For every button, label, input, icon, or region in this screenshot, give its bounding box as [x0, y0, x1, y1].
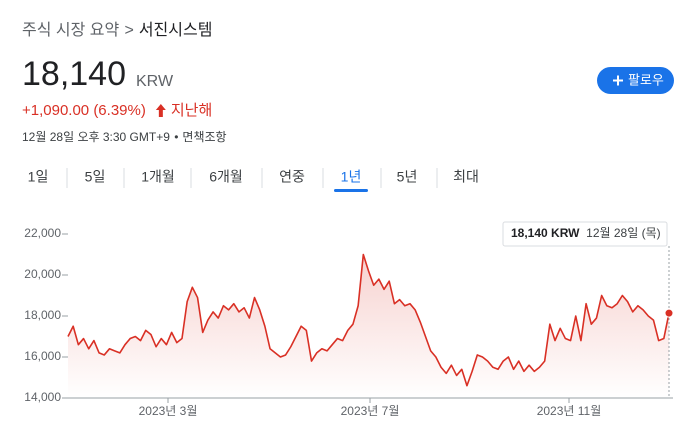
tab[interactable]: 6개월: [209, 169, 243, 185]
area: [68, 254, 669, 398]
x-tick-label: 2023년 7월: [341, 404, 400, 418]
period: 지난해: [171, 102, 212, 119]
y-tick-label: 16,000: [24, 349, 61, 363]
y-tick-label: 18,000: [24, 308, 61, 322]
up-arrow: [155, 104, 166, 117]
tooltip-price: 18,140 KRW: [511, 226, 580, 240]
price-line: [67, 253, 670, 387]
x-tick-label: 2023년 3월: [139, 404, 198, 418]
price-change: +1,090.00 (6.39%): [22, 102, 146, 119]
tab[interactable]: 5일: [85, 169, 106, 185]
currency: KRW: [136, 73, 174, 90]
tab[interactable]: 최대: [453, 169, 479, 185]
button-bg[interactable]: [597, 67, 674, 94]
tab[interactable]: 1일: [28, 169, 49, 185]
disclaimer[interactable]: 면책조항: [182, 129, 226, 144]
button-label[interactable]: 팔로우: [628, 72, 664, 87]
tab[interactable]: 1년: [341, 169, 362, 185]
plus-icon: [613, 75, 623, 86]
tab[interactable]: 5년: [397, 169, 418, 185]
tooltip-box: [502, 221, 668, 247]
tab-underline: [334, 189, 368, 192]
price-chart: 14,000 16,000 18,000 20,000 22,000 2023년 3월 20…: [24, 221, 674, 418]
separator: •: [174, 130, 178, 144]
tab[interactable]: 1개월: [141, 169, 175, 185]
breadcrumb-separator: >: [124, 22, 133, 39]
price: 18,140: [22, 55, 126, 93]
timestamp: 12월 28일 오후 3:30 GMT+9: [22, 130, 170, 144]
end-dot: [664, 308, 674, 318]
y-tick-label: 22,000: [24, 226, 61, 240]
stock-name: 서진시스템: [139, 21, 213, 39]
tab[interactable]: 연중: [279, 169, 305, 185]
y-tick-label: 14,000: [24, 390, 61, 404]
tooltip-date: 12월 28일 (목): [586, 226, 660, 240]
x-tick-label: 2023년 11월: [537, 404, 602, 418]
range-tabs: 1일 5일 1개월 6개월 연중 1년 5년 최대: [28, 168, 479, 192]
y-tick-label: 20,000: [24, 267, 61, 281]
breadcrumb[interactable]: 주식 시장 요약: [22, 21, 119, 39]
follow-button[interactable]: 팔로우: [597, 67, 674, 94]
